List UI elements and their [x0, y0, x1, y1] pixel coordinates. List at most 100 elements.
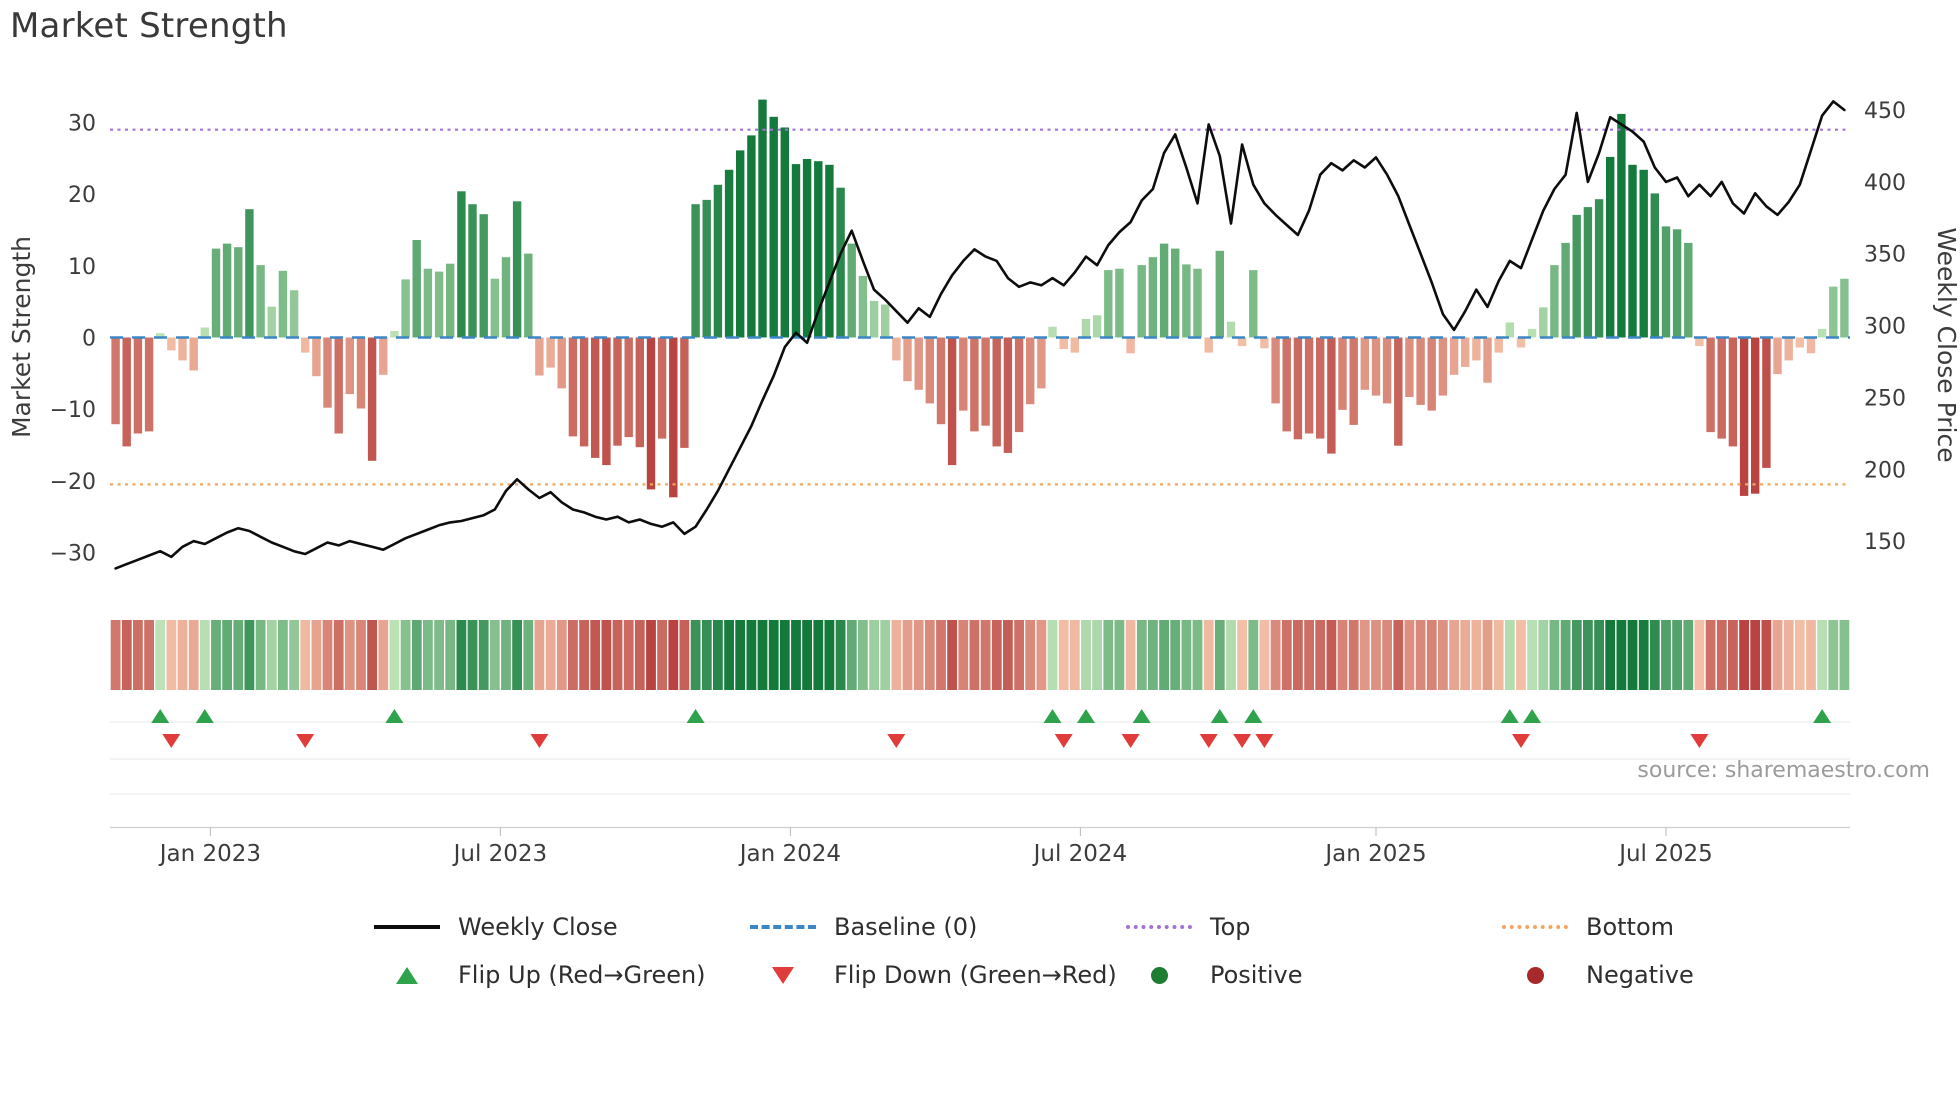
- heatmap-cell: [289, 620, 299, 690]
- heatmap-cell: [333, 620, 344, 690]
- heatmap-cell: [445, 620, 456, 690]
- y-left-tick-label: 30: [68, 112, 96, 137]
- y-right-tick-label: 150: [1864, 530, 1906, 555]
- heatmap-cell: [1382, 620, 1392, 690]
- x-tick-label: Jan 2025: [1323, 841, 1426, 867]
- legend-item-positive: Positive: [1124, 958, 1500, 992]
- heatmap-cell: [434, 620, 444, 690]
- legend-item-flip-down: Flip Down (Green→Red): [748, 958, 1124, 992]
- strength-bar: [780, 127, 789, 338]
- heatmap-cell: [1538, 620, 1549, 690]
- heatmap-cell: [1281, 620, 1292, 690]
- heatmap-cell: [735, 620, 746, 690]
- legend-item-weekly-close: Weekly Close: [372, 910, 748, 944]
- heatmap-cell: [1293, 620, 1303, 690]
- heatmap-cell: [958, 620, 969, 690]
- heatmap-cell: [713, 620, 723, 690]
- strength-bar: [1483, 337, 1492, 383]
- strength-bar: [1226, 321, 1236, 338]
- strength-bar: [1572, 214, 1581, 338]
- strength-bar: [1159, 243, 1169, 338]
- heatmap-cell: [1371, 620, 1381, 690]
- strength-bar: [1405, 337, 1414, 397]
- flip-up-marker: [1077, 709, 1095, 723]
- y-left-tick-label: −30: [50, 542, 96, 567]
- flip-up-marker: [1500, 709, 1519, 723]
- x-tick-label: Jan 2023: [158, 841, 261, 867]
- strength-bar: [1026, 337, 1035, 405]
- heatmap-cell: [634, 620, 645, 690]
- heatmap-cell: [824, 620, 835, 690]
- flip-down-marker: [1121, 734, 1140, 748]
- strength-bar: [434, 271, 444, 338]
- flip-down-marker: [1054, 734, 1073, 748]
- heatmap-cell: [1337, 620, 1348, 690]
- heatmap-cell: [590, 620, 601, 690]
- strength-bars-layer: [111, 99, 1849, 498]
- heatmap-cell: [545, 620, 556, 690]
- flip-down-marker: [1690, 734, 1709, 748]
- strength-bar: [1606, 156, 1615, 338]
- heatmap-cell: [478, 620, 489, 690]
- heatmap-cell: [768, 620, 779, 690]
- strength-bar: [345, 337, 354, 395]
- heatmap-cell: [1460, 620, 1471, 690]
- heatmap-cell: [724, 620, 734, 690]
- legend-label: Flip Down (Green→Red): [834, 961, 1117, 989]
- strength-bar: [1260, 337, 1269, 349]
- heatmap-cell: [1081, 620, 1091, 690]
- strength-bar: [390, 331, 399, 338]
- strength-bar: [1037, 337, 1046, 389]
- heatmap-cell: [389, 620, 400, 690]
- strength-bar: [591, 337, 600, 458]
- strength-bar: [1449, 337, 1459, 375]
- flip-down-triangle-icon: [748, 966, 818, 984]
- flip-down-marker: [530, 734, 549, 748]
- strength-bar: [702, 199, 711, 338]
- strength-bar: [836, 187, 845, 338]
- strength-bar: [1617, 113, 1626, 338]
- strength-bar: [501, 257, 511, 338]
- heatmap-cell: [858, 620, 868, 690]
- strength-bar: [301, 337, 310, 353]
- strength-bar: [1416, 337, 1425, 405]
- heatmap-cell: [266, 620, 277, 690]
- legend-label: Top: [1210, 913, 1251, 941]
- strength-bar: [1684, 242, 1693, 338]
- strength-bar: [289, 290, 299, 338]
- strength-bar: [1773, 337, 1782, 375]
- heatmap-cell: [835, 620, 846, 690]
- strength-bar: [657, 337, 667, 439]
- heatmap-cell: [1270, 620, 1281, 690]
- strength-bar: [1182, 264, 1191, 338]
- heatmap-cell: [199, 620, 210, 690]
- strength-bar: [1271, 337, 1280, 404]
- weekly-close-line: [114, 100, 1846, 570]
- heatmap-cell: [1259, 620, 1270, 690]
- heatmap-cell: [1616, 620, 1627, 690]
- heatmap-cell: [913, 620, 924, 690]
- strength-bar: [691, 204, 700, 338]
- legend-label: Positive: [1210, 961, 1303, 989]
- chart-legend: Weekly Close Baseline (0) Top Bottom Fli…: [372, 910, 1960, 992]
- strength-bar: [457, 191, 466, 338]
- strength-bar: [1561, 242, 1570, 338]
- strength-bar: [1829, 286, 1838, 338]
- strength-bar: [178, 337, 187, 361]
- heatmap-cell: [1493, 620, 1504, 690]
- heatmap-cell: [1181, 620, 1192, 690]
- heatmap-cell: [489, 620, 500, 690]
- y-right-tick-label: 250: [1864, 386, 1906, 411]
- heatmap-cell: [1482, 620, 1493, 690]
- strength-bar: [133, 337, 143, 434]
- strength-bar: [1472, 337, 1481, 361]
- heatmap-cell: [1170, 620, 1181, 690]
- strength-bar: [1137, 265, 1146, 338]
- strength-bar: [758, 99, 767, 338]
- heatmap-cell: [1248, 620, 1259, 690]
- flip-markers: [151, 709, 1832, 748]
- strength-bar: [167, 337, 176, 351]
- strength-bar: [1237, 337, 1247, 347]
- strength-bar: [646, 337, 656, 490]
- weekly-close-line-swatch: [372, 925, 442, 929]
